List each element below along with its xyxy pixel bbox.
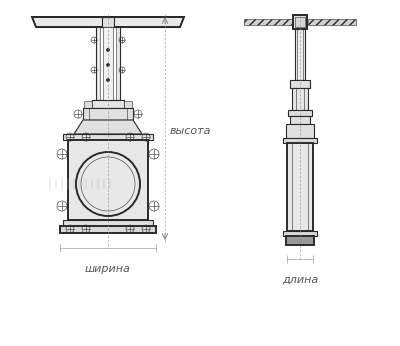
Bar [290, 80, 310, 88]
Bar [68, 140, 148, 220]
Circle shape [106, 79, 110, 82]
Bar [84, 101, 92, 108]
Bar [292, 143, 308, 231]
Bar [60, 226, 156, 233]
Bar [293, 15, 307, 29]
Bar [287, 143, 313, 231]
Bar [286, 124, 314, 138]
Bar [124, 101, 132, 108]
Polygon shape [32, 17, 184, 27]
Bar [295, 29, 305, 80]
Text: высота: высота [170, 126, 212, 136]
Text: длина: длина [282, 275, 318, 285]
Bar [116, 27, 120, 100]
Bar [290, 116, 310, 124]
Bar [96, 27, 100, 100]
Bar [102, 17, 114, 27]
Circle shape [106, 48, 110, 52]
Bar [83, 108, 133, 120]
Bar [295, 17, 305, 27]
Text: ширина: ширина [85, 264, 131, 274]
Bar [288, 110, 312, 116]
Bar [63, 220, 153, 226]
Bar [103, 27, 113, 100]
Circle shape [106, 64, 110, 66]
Polygon shape [74, 120, 142, 134]
Bar [63, 134, 153, 140]
Polygon shape [308, 19, 356, 25]
Bar [96, 27, 120, 100]
Bar [283, 231, 317, 236]
Bar [92, 100, 124, 108]
Bar [283, 138, 317, 143]
Polygon shape [244, 19, 292, 25]
Bar [292, 88, 308, 110]
Bar [286, 236, 314, 245]
